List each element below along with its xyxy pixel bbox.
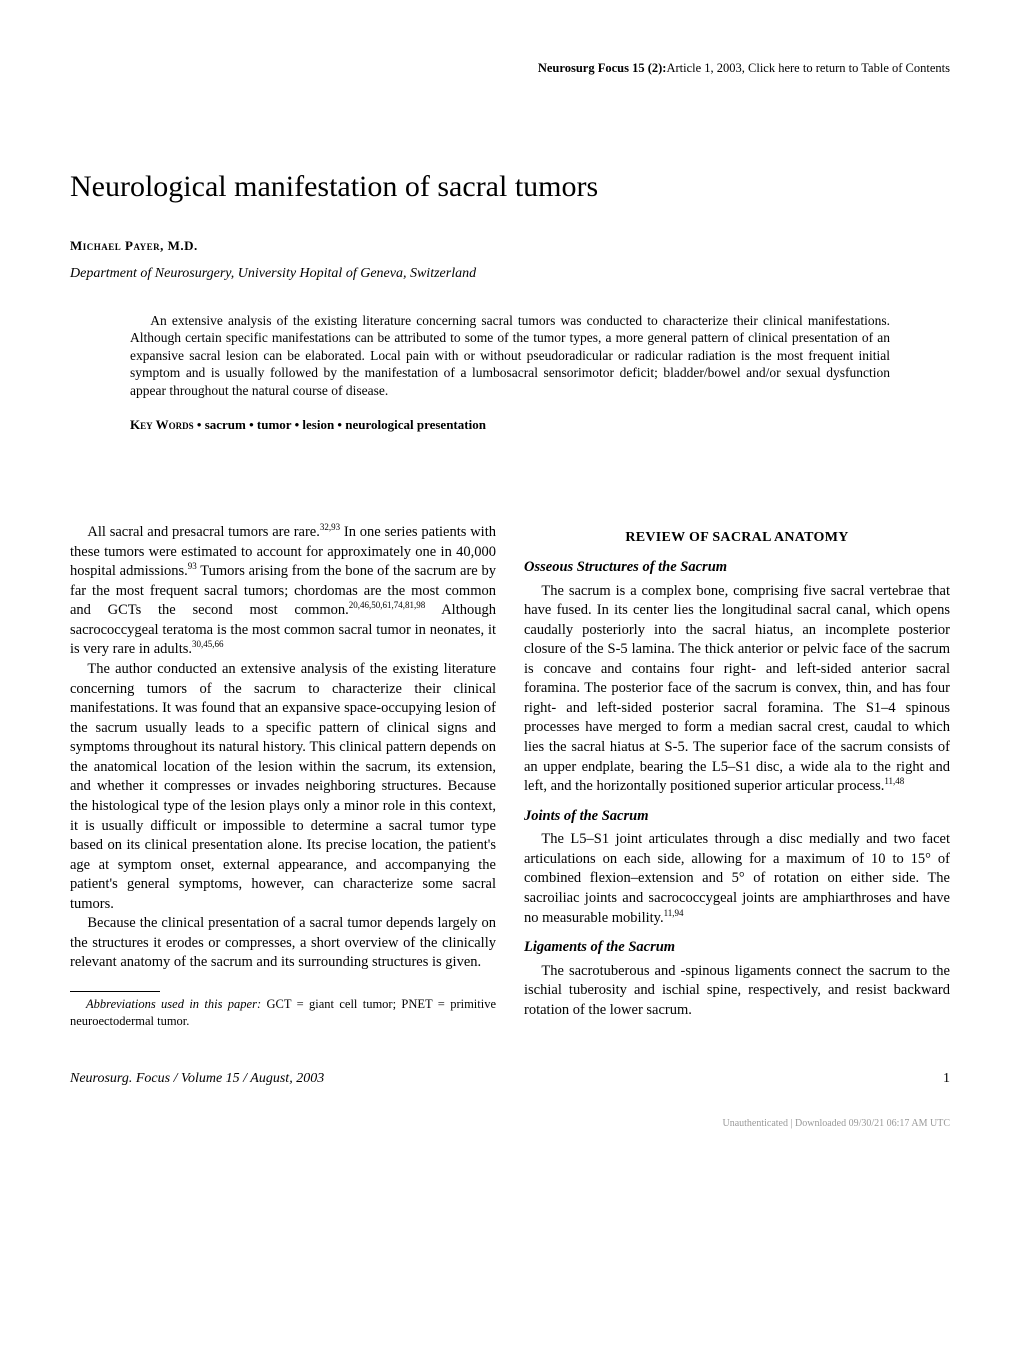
intro-p1a: All sacral and presacral tumors are rare… [87,524,319,540]
osseous-p1: The sacrum is a complex bone, comprising… [524,582,950,797]
author-affiliation: Department of Neurosurgery, University H… [70,265,950,284]
abbreviations: Abbreviations used in this paper: GCT = … [70,996,496,1030]
author-name: Michael Payer, M.D. [70,237,950,255]
page-footer: Neurosurg. Focus / Volume 15 / August, 2… [70,1070,950,1089]
keywords-values: sacrum • tumor • lesion • neurological p… [205,417,486,432]
footer-journal: Neurosurg. Focus / Volume 15 / August, 2… [70,1070,324,1089]
journal-header: Neurosurg Focus 15 (2):Article 1, 2003, … [70,60,950,77]
body-columns: All sacral and presacral tumors are rare… [70,523,950,1030]
page-number: 1 [943,1070,950,1089]
abstract: An extensive analysis of the existing li… [130,312,890,400]
cite-sup: 32,93 [320,522,340,532]
joints-text: The L5–S1 joint articulates through a di… [524,831,950,925]
keywords-label: Key Words [130,417,194,432]
joints-p1: The L5–S1 joint articulates through a di… [524,830,950,928]
review-heading: REVIEW OF SACRAL ANATOMY [524,529,950,548]
keywords-line: Key Words • sacrum • tumor • lesion • ne… [130,416,890,434]
abbrev-divider [70,991,160,992]
abstract-text: An extensive analysis of the existing li… [130,312,890,400]
ligaments-p1: The sacrotuberous and -spinous ligaments… [524,962,950,1021]
intro-p1: All sacral and presacral tumors are rare… [70,523,496,660]
cite-sup: 20,46,50,61,74,81,98 [349,601,426,611]
joints-heading: Joints of the Sacrum [524,807,950,827]
cite-sup: 11,48 [884,776,904,786]
article-title: Neurological manifestation of sacral tum… [70,167,950,208]
article-link[interactable]: Article 1, 2003, Click here to return to… [666,61,950,75]
cite-sup: 11,94 [664,908,684,918]
intro-p2: The author conducted an extensive analys… [70,660,496,914]
keywords-sep: • [197,417,205,432]
osseous-heading: Osseous Structures of the Sacrum [524,558,950,578]
cite-sup: 93 [188,561,197,571]
download-watermark: Unauthenticated | Downloaded 09/30/21 06… [70,1117,950,1131]
intro-p3: Because the clinical presentation of a s… [70,914,496,973]
osseous-text: The sacrum is a complex bone, comprising… [524,583,950,795]
journal-ref: Neurosurg Focus 15 (2): [538,61,667,75]
ligaments-heading: Ligaments of the Sacrum [524,938,950,958]
cite-sup: 30,45,66 [192,640,224,650]
abbrev-label: Abbreviations used in this paper: [86,997,261,1011]
